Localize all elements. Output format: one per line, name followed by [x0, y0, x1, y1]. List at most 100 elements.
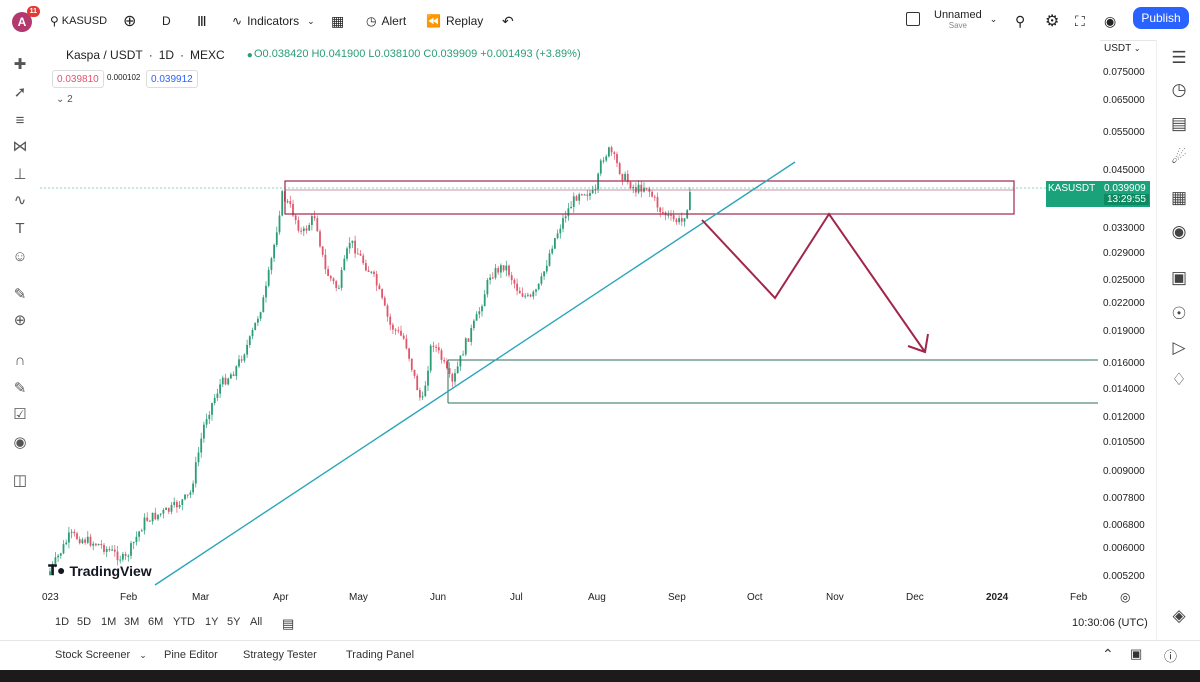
- candle-body: [478, 311, 481, 315]
- settings-button[interactable]: ⚙: [1045, 10, 1059, 32]
- symbol-label: KASUSD: [61, 15, 108, 27]
- maximize-panel-icon[interactable]: ▣: [1130, 646, 1143, 661]
- stock-screener-tab[interactable]: Stock Screener ⌄: [55, 649, 147, 661]
- magnet-icon[interactable]: ∩: [14, 351, 26, 369]
- brush-icon[interactable]: ∿: [13, 192, 27, 209]
- candle-body: [421, 396, 424, 398]
- candle-body: [373, 271, 375, 275]
- watchlist-icon[interactable]: ☰: [1171, 48, 1187, 67]
- indicators-button[interactable]: ∿ Indicators ⌄: [232, 10, 315, 32]
- search-icon: ⚲: [1015, 12, 1026, 29]
- axis-currency[interactable]: USDT ⌄: [1104, 43, 1141, 54]
- candle-body: [248, 336, 251, 345]
- text-icon[interactable]: T: [15, 219, 25, 237]
- templates-button[interactable]: ▦: [331, 10, 344, 32]
- notifications-bell-icon[interactable]: ♢: [1171, 370, 1187, 389]
- candle-body: [219, 384, 221, 394]
- candle-body: [618, 163, 621, 174]
- symbol-search[interactable]: ⚲ KASUSD: [50, 10, 107, 32]
- ascending-trendline[interactable]: [154, 161, 796, 586]
- candle-body: [383, 297, 386, 306]
- candle-body: [545, 265, 548, 272]
- widget-toolbar: ☰ ◷ ▤ ☄ ▦ ◉ ▣ ☉ ▷ ♢ ◈: [1156, 40, 1200, 640]
- candle-body: [173, 501, 176, 505]
- range-button[interactable]: 5Y: [227, 616, 241, 628]
- goto-date-icon[interactable]: ◎: [1120, 590, 1131, 604]
- eye-icon[interactable]: ◉: [13, 434, 27, 451]
- candle-body: [292, 204, 294, 216]
- time-axis-label: Nov: [826, 592, 844, 603]
- chat-icon[interactable]: ▣: [1170, 268, 1188, 287]
- replay-button[interactable]: ⏪ Replay: [426, 10, 483, 32]
- projection-path[interactable]: [701, 212, 926, 353]
- hotlists-icon[interactable]: ☄: [1171, 148, 1187, 167]
- compare-button[interactable]: ⊕: [123, 10, 136, 32]
- candle-body: [132, 542, 135, 544]
- pattern-icon[interactable]: ⋈: [12, 138, 28, 155]
- trading-panel-tab[interactable]: Trading Panel: [346, 649, 414, 661]
- resistance-zone[interactable]: [284, 180, 1015, 215]
- candle-body: [176, 501, 178, 508]
- streams-icon[interactable]: ☉: [1171, 304, 1187, 323]
- layers-icon[interactable]: ◈: [1172, 606, 1186, 625]
- zoom-icon[interactable]: ⊕: [13, 312, 27, 329]
- candle-body: [440, 350, 443, 360]
- candle-body: [184, 494, 186, 500]
- chevron-down-icon: ⌄: [1133, 44, 1141, 53]
- ideas-bulb-icon[interactable]: ◉: [1171, 222, 1187, 241]
- candle-body: [205, 419, 208, 425]
- fib-icon[interactable]: ≡: [15, 111, 25, 129]
- snapshot-button[interactable]: ◉: [1104, 10, 1116, 32]
- candle-body: [181, 499, 184, 505]
- price-axis-label: 0.006000: [1103, 543, 1145, 554]
- trash-icon[interactable]: ◫: [12, 472, 28, 489]
- crosshair-icon[interactable]: ✚: [13, 56, 27, 73]
- fullscreen-button[interactable]: ⛶: [1075, 10, 1085, 32]
- strategy-tester-tab[interactable]: Strategy Tester: [243, 649, 317, 661]
- pine-editor-tab[interactable]: Pine Editor: [164, 649, 218, 661]
- lock-drawing-icon[interactable]: ✎: [13, 380, 27, 397]
- candle-body: [513, 279, 516, 284]
- lock-icon[interactable]: ☑: [13, 406, 27, 423]
- range-button[interactable]: 1D: [55, 616, 70, 628]
- range-button[interactable]: 1M: [101, 616, 117, 628]
- candle-body: [208, 414, 211, 420]
- user-avatar[interactable]: A 11: [12, 6, 40, 32]
- prediction-icon[interactable]: ⊥: [13, 166, 27, 183]
- broadcast-icon[interactable]: ▷: [1172, 338, 1186, 357]
- candle-body: [508, 265, 510, 276]
- alert-button[interactable]: ◷ Alert: [366, 10, 406, 32]
- object-tree-icon[interactable]: ▦: [1170, 188, 1188, 207]
- trendline-icon[interactable]: ➚: [13, 84, 27, 101]
- publish-button[interactable]: Publish: [1133, 7, 1189, 29]
- quick-search-button[interactable]: ⚲: [1015, 10, 1025, 32]
- ruler-icon[interactable]: ✎: [13, 286, 27, 303]
- indicator-collapse[interactable]: ⌄ 2: [56, 94, 73, 105]
- candle-body: [435, 346, 437, 348]
- chart-pane[interactable]: [40, 40, 1100, 600]
- interval-button[interactable]: D: [162, 10, 171, 32]
- candle-body: [510, 275, 513, 280]
- candle-body: [502, 265, 505, 271]
- emoji-icon[interactable]: ☺: [12, 247, 28, 265]
- data-window-icon[interactable]: ▤: [1170, 114, 1188, 133]
- chart-type-button[interactable]: Ⅲ: [197, 10, 207, 32]
- bid-price-box[interactable]: 0.039810: [52, 70, 104, 88]
- candle-body: [294, 215, 297, 221]
- date-range-icon[interactable]: ▤: [282, 616, 295, 631]
- alerts-clock-icon[interactable]: ◷: [1171, 80, 1187, 99]
- undo-button[interactable]: ↶: [502, 10, 514, 32]
- range-button[interactable]: YTD: [173, 616, 195, 628]
- chevron-up-icon[interactable]: ⌃: [1102, 646, 1114, 662]
- utc-clock[interactable]: 10:30:06 (UTC): [1072, 617, 1148, 629]
- candle-body: [624, 174, 626, 181]
- range-button[interactable]: 5D: [77, 616, 92, 628]
- layout-menu[interactable]: Unnamed Save ⌄: [906, 8, 997, 30]
- help-icon[interactable]: ⓘ: [1164, 649, 1178, 664]
- price-chart[interactable]: [40, 40, 1100, 600]
- range-button[interactable]: 1Y: [205, 616, 219, 628]
- range-button[interactable]: 6M: [148, 616, 164, 628]
- range-button[interactable]: All: [250, 616, 263, 628]
- range-button[interactable]: 3M: [124, 616, 140, 628]
- ask-price-box[interactable]: 0.039912: [146, 70, 198, 88]
